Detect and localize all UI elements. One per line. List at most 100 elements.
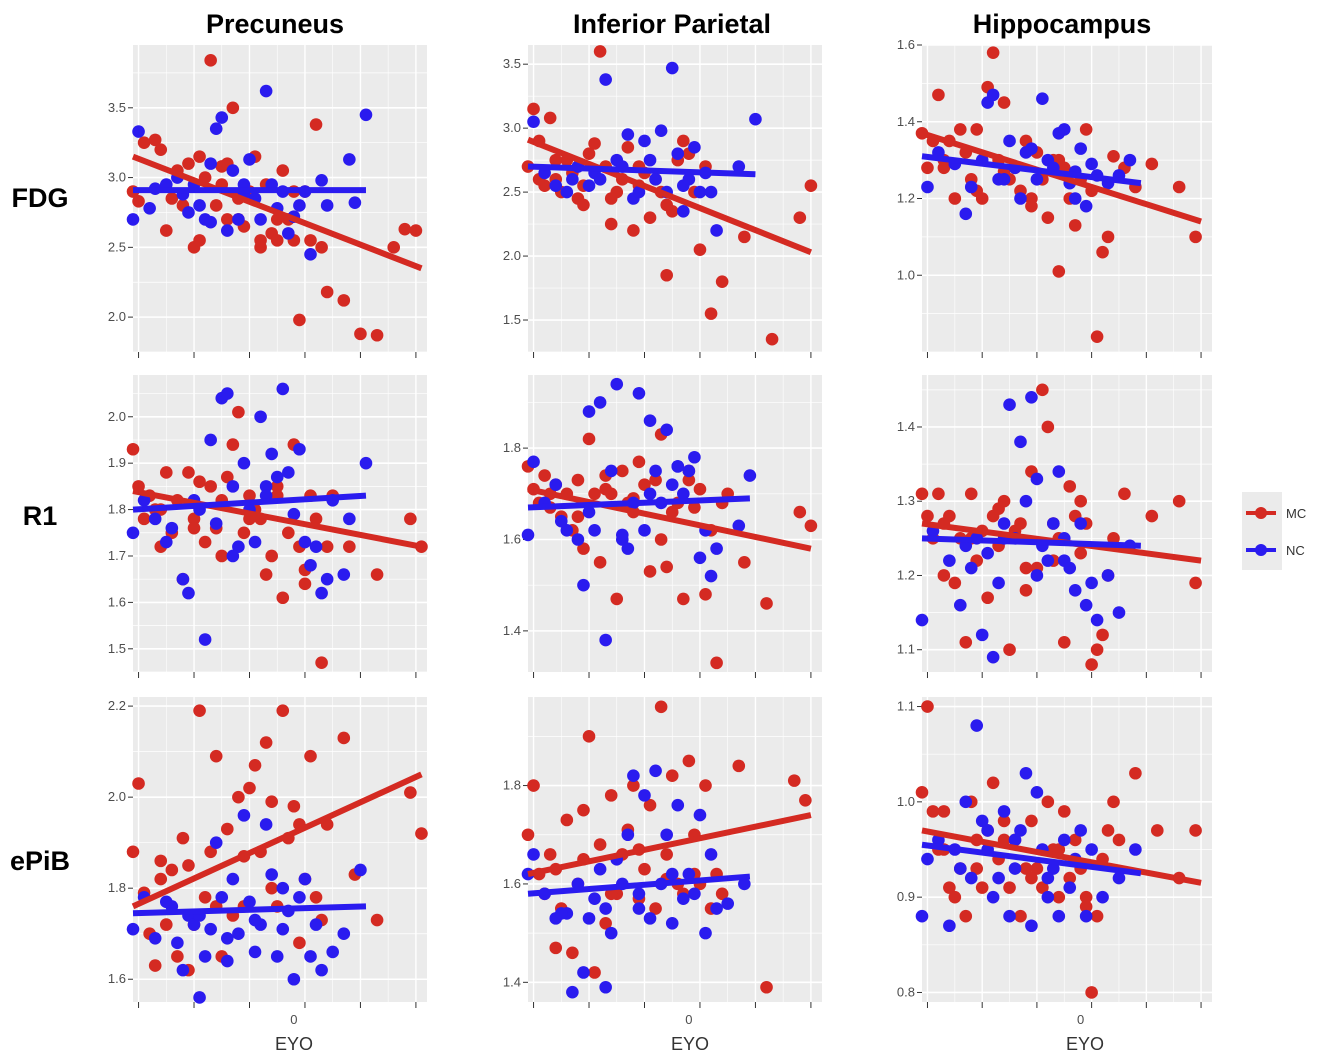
point-mc (915, 487, 929, 501)
y-tick-label: 1.6 (108, 594, 126, 609)
point-nc (981, 546, 994, 560)
point-mc (337, 294, 351, 307)
point-nc (265, 868, 278, 881)
y-tick-label: 1.2 (897, 191, 915, 206)
point-nc (588, 892, 601, 905)
point-mc (132, 194, 145, 208)
y-tick-label: 1.8 (503, 778, 521, 793)
point-nc (232, 540, 245, 554)
point-mc (954, 123, 967, 136)
point-mc (1118, 487, 1131, 501)
point-mc (126, 845, 140, 859)
point-mc (986, 46, 1000, 59)
x-axis-title-precuneus: EYO (275, 1034, 313, 1054)
point-mc (232, 790, 245, 804)
point-nc (182, 586, 195, 600)
point-nc (226, 872, 240, 886)
point-mc (921, 509, 934, 523)
point-mc (182, 859, 195, 872)
point-nc (359, 456, 373, 470)
point-mc (621, 141, 635, 154)
point-nc (682, 867, 696, 881)
fit-line-nc (132, 492, 367, 513)
point-nc (1068, 192, 1082, 205)
point-nc (287, 507, 301, 521)
point-mc (1036, 881, 1049, 894)
point-nc (1112, 871, 1126, 885)
y-tick-label: 1.4 (503, 974, 521, 989)
point-mc (527, 779, 540, 792)
point-nc (1030, 786, 1044, 799)
point-nc (1063, 881, 1077, 894)
point-mc (710, 656, 723, 670)
fit-line-mc (131, 153, 423, 272)
point-mc (226, 101, 240, 115)
point-mc (660, 198, 673, 212)
point-mc (693, 243, 707, 256)
point-nc (315, 586, 328, 600)
point-nc (943, 919, 956, 933)
point-nc (1003, 398, 1016, 412)
x-axis-title-inferior-parietal: EYO (671, 1034, 709, 1054)
y-tick-label: 3.0 (108, 170, 126, 185)
point-nc (593, 862, 607, 876)
legend: MC NC (1242, 492, 1306, 570)
point-nc (148, 512, 162, 526)
x-tick-label: 0 (685, 1012, 692, 1027)
point-mc (315, 656, 328, 670)
legend-label-nc: NC (1286, 543, 1305, 558)
point-mc (699, 588, 712, 601)
point-nc (309, 540, 323, 554)
point-mc (1145, 509, 1159, 523)
point-nc (704, 848, 718, 861)
point-nc (354, 863, 367, 877)
point-nc (577, 578, 590, 592)
point-nc (1008, 862, 1022, 875)
point-nc (1090, 613, 1104, 627)
panel-background (528, 375, 822, 672)
point-nc (1003, 909, 1016, 923)
point-mc (604, 789, 618, 802)
point-mc (521, 828, 535, 842)
point-nc (1079, 598, 1093, 612)
point-mc (604, 887, 618, 901)
point-mc (276, 591, 290, 605)
point-nc (254, 213, 267, 226)
point-nc (1112, 606, 1126, 619)
point-mc (582, 147, 596, 161)
point-nc (276, 922, 290, 936)
point-nc (571, 533, 585, 546)
point-mc (604, 217, 618, 231)
y-tick-label: 0.8 (897, 984, 915, 999)
point-nc (176, 572, 190, 586)
point-mc (304, 749, 317, 763)
point-nc (671, 460, 685, 473)
point-mc (1019, 584, 1033, 597)
point-mc (1025, 871, 1038, 885)
point-nc (693, 551, 707, 565)
panel-hippocampus-epib: 0.8 0.9 1.0 1.1 0 (897, 697, 1212, 1027)
point-mc (604, 192, 618, 205)
point-mc (738, 230, 751, 244)
point-nc (187, 918, 201, 931)
y-tick-label: 1.4 (897, 419, 915, 434)
fit-line-mc (526, 136, 813, 256)
point-nc (209, 122, 223, 136)
point-nc (287, 972, 301, 986)
point-nc (577, 966, 590, 979)
point-nc (997, 805, 1011, 818)
point-mc (171, 950, 184, 963)
y-tick-label: 1.6 (503, 876, 521, 891)
fit-line-nc (527, 163, 756, 178)
point-mc (804, 179, 818, 193)
point-nc (1014, 192, 1027, 205)
y-tick-label: 1.5 (108, 641, 126, 656)
point-mc (981, 591, 994, 605)
y-tick-label: 2.0 (108, 309, 126, 324)
point-mc (638, 862, 651, 876)
y-tick-label: 1.8 (108, 502, 126, 517)
point-mc (638, 478, 651, 491)
point-nc (226, 480, 240, 493)
point-mc (1041, 420, 1055, 434)
point-nc (248, 945, 262, 959)
